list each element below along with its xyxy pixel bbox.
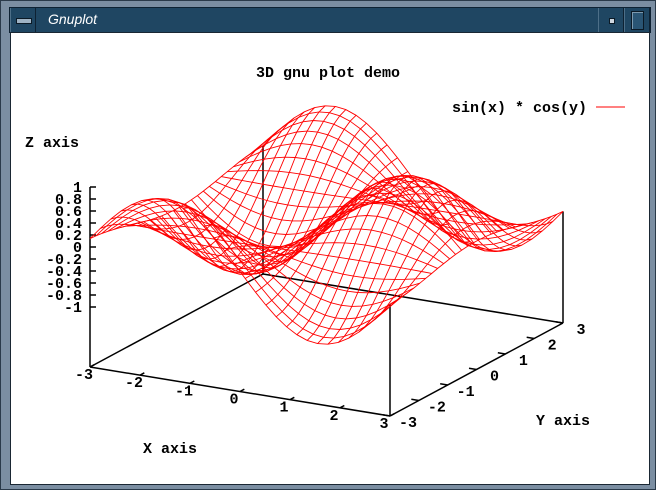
z-tick-label: 0.2	[55, 228, 82, 245]
surface-isoline-y	[101, 200, 403, 330]
x-tick-label: 3	[379, 416, 388, 433]
surface-isoline-y	[107, 204, 409, 320]
y-tick-label: -1	[457, 384, 475, 401]
z-tick-label: -0.6	[46, 276, 82, 293]
surface-isoline-x	[389, 210, 564, 305]
surface-isoline-x	[224, 157, 398, 252]
y-tick-mark	[382, 414, 391, 417]
surface-isoline-y	[167, 184, 468, 275]
window-menu-button[interactable]	[10, 8, 36, 32]
legend-label: sin(x) * cos(y)	[452, 100, 587, 117]
surface-isoline-x	[120, 117, 295, 251]
y-tick-label: 0	[490, 369, 499, 386]
y-tick-label: 1	[519, 353, 528, 370]
surface-isoline-x	[244, 185, 419, 279]
z-tick-label: 1	[73, 180, 82, 197]
surface-isoline-x	[337, 183, 512, 343]
surface-isoline-x	[358, 199, 533, 333]
surface-isoline-x	[255, 198, 429, 293]
surface-isoline-y	[256, 111, 558, 252]
surface-isoline-x	[110, 125, 284, 240]
surface-isoline-y	[203, 186, 504, 235]
x-tick-label: -1	[175, 383, 193, 400]
minimize-icon	[609, 18, 615, 24]
window-menu-icon	[16, 18, 32, 24]
x-tick-label: -2	[125, 375, 143, 392]
plot-area	[10, 32, 650, 485]
maximize-button[interactable]	[624, 8, 650, 32]
z-tick-label: -0.2	[46, 252, 82, 269]
y-tick-mark	[555, 321, 564, 324]
y-tick-mark	[440, 383, 448, 386]
z-tick-label: 0.8	[55, 192, 82, 209]
minimize-button[interactable]	[598, 8, 624, 32]
x-tick-label: 2	[329, 408, 338, 425]
surface-isoline-x	[131, 111, 305, 260]
surface-isoline-y	[161, 192, 462, 274]
surface-isoline-y	[113, 210, 415, 307]
surface-isoline-x	[379, 220, 553, 315]
base-back-edge	[262, 273, 564, 324]
x-tick-label: -3	[75, 367, 93, 384]
z-axis-label: Z axis	[25, 135, 79, 152]
y-tick-mark	[497, 352, 506, 355]
x-tick-mark	[389, 413, 395, 417]
x-tick-label: 1	[279, 400, 288, 417]
surface-isoline-x	[369, 210, 543, 325]
surface-isoline-y	[233, 156, 534, 233]
z-tick-label: -0.8	[46, 288, 82, 305]
y-tick-mark	[468, 367, 477, 371]
surface-isoline-y	[119, 217, 420, 294]
surface-isoline-y	[89, 198, 391, 345]
x-tick-label: 0	[229, 392, 238, 409]
title-bar[interactable]: Gnuplot	[9, 7, 651, 33]
z-tick-label: 0.4	[55, 216, 82, 233]
y-tick-label: -3	[399, 415, 417, 432]
surface-isoline-x	[306, 175, 481, 341]
x-tick-mark	[339, 404, 345, 409]
x-tick-mark	[139, 372, 145, 376]
x-tick-mark	[289, 396, 295, 401]
surface-isoline-y	[227, 170, 528, 226]
surface-isoline-x	[213, 144, 388, 256]
base-left-edge	[89, 273, 264, 368]
y-tick-mark	[411, 398, 419, 402]
surface-isoline-x	[89, 145, 264, 240]
surface-isoline-y	[173, 178, 474, 275]
surface-isoline-x	[234, 171, 409, 265]
maximize-icon	[631, 11, 644, 30]
surface-isoline-y	[238, 143, 540, 240]
surface-isoline-y	[244, 130, 546, 246]
x-tick-mark	[239, 388, 245, 393]
surface-isoline-y	[250, 120, 552, 250]
surface-isoline-x	[348, 190, 522, 339]
surface-isoline-y	[209, 186, 510, 229]
surface-isoline-x	[286, 181, 460, 328]
z-tick-label: -1	[64, 300, 82, 317]
surface-isoline-y	[262, 105, 564, 252]
surface-isoline-y	[221, 176, 522, 226]
surface-isoline-y	[215, 181, 516, 228]
x-axis-label: X axis	[143, 441, 197, 458]
x-tick-mark	[89, 364, 95, 368]
z-tick-label: 0.6	[55, 204, 82, 221]
y-tick-mark	[526, 336, 535, 340]
z-tick-label: -0.4	[46, 264, 82, 281]
chart-title: 3D gnu plot demo	[256, 65, 400, 82]
y-axis-label: Y axis	[536, 413, 590, 430]
z-tick-label: 0	[73, 240, 82, 257]
window-title: Gnuplot	[48, 11, 98, 27]
x-tick-mark	[189, 380, 195, 384]
y-tick-label: 3	[576, 322, 585, 339]
y-tick-label: 2	[548, 338, 557, 355]
y-tick-label: -2	[428, 400, 446, 417]
